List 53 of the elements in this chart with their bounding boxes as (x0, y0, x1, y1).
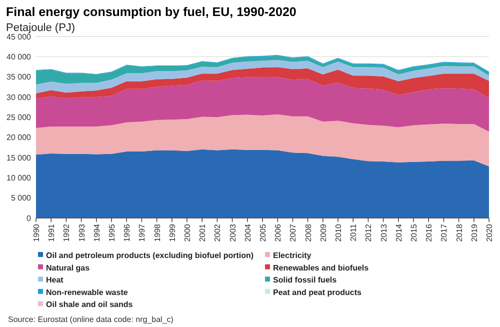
legend-label: Oil and petroleum products (excluding biofuel portion) (46, 251, 254, 260)
x-tick-label: 1998 (152, 223, 162, 242)
x-tick-label: 1995 (108, 223, 116, 242)
x-tick-label: 1999 (168, 223, 177, 242)
x-tick-label: 2003 (228, 223, 238, 242)
x-tick-label: 1991 (47, 223, 56, 242)
x-tick-label: 2019 (470, 223, 479, 242)
legend-label: Non-renewable waste (46, 288, 128, 297)
x-tick-label: 2004 (243, 223, 252, 242)
x-tick-label: 2016 (424, 223, 434, 242)
x-tick-label: 2009 (318, 223, 328, 242)
y-tick-label: 0 (26, 214, 32, 223)
legend-label: Peat and peat products (273, 288, 362, 297)
x-tick-label: 1990 (32, 223, 41, 242)
legend-label: Natural gas (46, 263, 90, 272)
chart-subtitle: Petajoule (PJ) (6, 22, 76, 34)
x-tick-label: 2014 (394, 223, 404, 242)
x-tick-label: 2020 (485, 223, 494, 242)
x-tick-label: 2000 (183, 223, 192, 242)
x-tick-label: 1992 (62, 223, 72, 242)
legend-label: Heat (46, 276, 64, 285)
x-tick-label: 2007 (288, 223, 298, 242)
x-tick-label: 2001 (198, 223, 208, 242)
x-tick-label: 2008 (304, 223, 313, 242)
x-tick-label: 2005 (258, 223, 268, 242)
x-tick-label: 2002 (213, 223, 222, 242)
x-tick-label: 1994 (92, 223, 102, 242)
legend-label: Renewables and biofuels (273, 263, 370, 272)
x-tick-label: 1997 (138, 223, 147, 242)
legend-label: Solid fossil fuels (273, 276, 338, 285)
x-tick-label: 2012 (364, 223, 374, 242)
y-tick-label: 30 000 (6, 92, 32, 102)
y-tick-label: 15 000 (6, 153, 32, 162)
legend-label: Oil shale and oil sands (46, 300, 134, 310)
x-tick-label: 1996 (122, 223, 132, 242)
source-note: Source: Eurostat (online data code: nrg_bal_c) (8, 315, 174, 324)
y-tick-label: 35 000 (6, 72, 32, 82)
y-tick-label: 45 000 (6, 32, 32, 42)
legend-label: Electricity (273, 251, 312, 260)
x-tick-label: 2015 (410, 223, 418, 242)
y-tick-label: 40 000 (6, 52, 32, 62)
x-tick-label: 1993 (77, 223, 86, 242)
x-tick-label: 2006 (274, 223, 283, 242)
y-tick-label: 20 000 (6, 133, 32, 142)
y-tick-label: 5 000 (10, 194, 32, 203)
x-tick-label: 2010 (334, 223, 343, 242)
y-tick-label: 10 000 (6, 173, 32, 182)
y-tick-label: 25 000 (6, 112, 32, 122)
x-tick-label: 2013 (379, 223, 388, 242)
x-tick-label: 2017 (440, 223, 449, 242)
x-tick-label: 2011 (349, 223, 358, 242)
chart-title: Final energy consumption by fuel, EU, 1990-2020 (6, 5, 296, 19)
x-tick-label: 2018 (454, 223, 464, 242)
